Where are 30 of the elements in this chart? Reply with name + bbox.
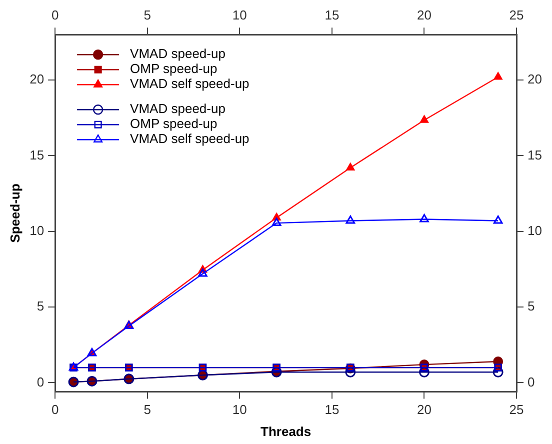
y2-tick-label: 20 <box>528 72 542 87</box>
y-axis-title: Speed-up <box>7 184 22 243</box>
legend-label: VMAD speed-up <box>130 46 226 62</box>
y-tick-label: 5 <box>36 298 44 314</box>
x-tick-label: 10 <box>232 402 247 418</box>
x2-tick-label: 10 <box>232 7 247 22</box>
y-tick-label: 10 <box>30 222 44 238</box>
y2-tick-label: 5 <box>528 298 535 314</box>
x-tick-label: 25 <box>509 402 524 418</box>
x2-tick-label: 20 <box>417 7 432 22</box>
legend-label: OMP speed-up <box>130 61 218 76</box>
legend-label: VMAD speed-up <box>130 101 226 116</box>
y-tick-label: 0 <box>36 374 44 390</box>
y2-tick-label: 15 <box>528 147 542 162</box>
y2-tick-label: 0 <box>528 374 535 390</box>
x-axis-title: Threads <box>260 424 312 439</box>
x-tick-label: 0 <box>51 402 59 418</box>
legend-label: VMAD self speed-up <box>130 131 250 146</box>
y2-tick-label: 10 <box>528 222 542 238</box>
x2-tick-label: 15 <box>324 7 340 22</box>
x2-tick-label: 5 <box>144 7 151 22</box>
x-tick-label: 15 <box>324 402 340 418</box>
legend-label: OMP speed-up <box>130 116 218 132</box>
y-tick-label: 20 <box>30 72 44 87</box>
y-tick-label: 15 <box>30 147 44 162</box>
x-tick-label: 5 <box>144 402 151 418</box>
x-tick-label: 20 <box>417 402 432 418</box>
legend-label: VMAD self speed-up <box>130 76 250 92</box>
x2-tick-label: 0 <box>51 7 59 22</box>
x2-tick-label: 25 <box>509 7 524 22</box>
